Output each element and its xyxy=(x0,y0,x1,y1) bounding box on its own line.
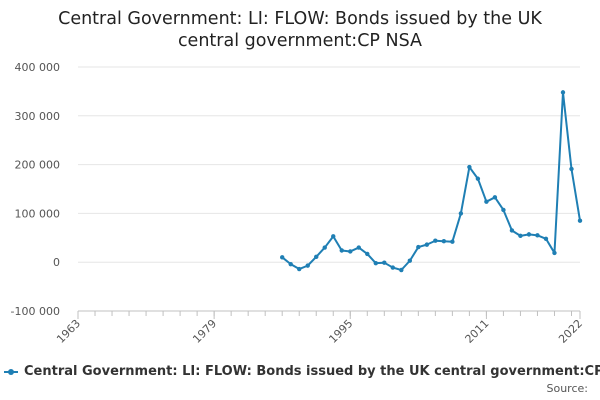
legend[interactable]: Central Government: LI: FLOW: Bonds issu… xyxy=(4,364,600,379)
y-axis: -100 000 0 100 000 200 000 300 000 400 000 xyxy=(11,61,60,318)
x-tick-label: 1963 xyxy=(54,317,83,346)
data-point[interactable] xyxy=(577,218,583,223)
y-tick-label: 0 xyxy=(53,256,60,269)
y-tick-label: 300 000 xyxy=(15,110,61,123)
series-line xyxy=(281,91,581,272)
x-tick-label: 1979 xyxy=(190,317,219,346)
data-point[interactable] xyxy=(356,245,361,250)
data-point[interactable] xyxy=(373,260,378,266)
data-point[interactable] xyxy=(526,232,532,237)
source-label: Source: xyxy=(546,382,589,395)
data-point[interactable] xyxy=(450,239,455,244)
data-point[interactable] xyxy=(475,176,481,181)
chart-title-line-2: central government:CP NSA xyxy=(177,31,423,51)
y-tick-label: 400 000 xyxy=(15,61,61,74)
data-point[interactable] xyxy=(297,266,302,272)
data-point[interactable] xyxy=(280,255,285,260)
series-group xyxy=(280,90,583,273)
data-point[interactable] xyxy=(433,238,438,243)
data-point[interactable] xyxy=(331,234,336,239)
data-point[interactable] xyxy=(441,239,447,244)
chart-title-line-1: Central Government: LI: FLOW: Bonds issu… xyxy=(58,9,542,29)
data-point[interactable] xyxy=(305,263,310,268)
data-point[interactable] xyxy=(535,233,540,238)
data-point[interactable] xyxy=(424,242,430,247)
data-point[interactable] xyxy=(509,228,515,233)
data-point[interactable] xyxy=(390,265,396,270)
y-tick-label: 200 000 xyxy=(15,159,61,172)
data-point[interactable] xyxy=(322,245,327,250)
data-point[interactable] xyxy=(518,233,523,239)
data-point[interactable] xyxy=(407,258,413,263)
data-point[interactable] xyxy=(458,211,464,216)
data-point[interactable] xyxy=(552,250,557,256)
data-point[interactable] xyxy=(484,199,489,204)
data-point[interactable] xyxy=(560,90,566,95)
y-tick-label: 100 000 xyxy=(15,207,61,220)
data-point[interactable] xyxy=(399,267,404,273)
data-point[interactable] xyxy=(314,254,319,260)
legend-label: Central Government: LI: FLOW: Bonds issu… xyxy=(24,364,600,379)
x-axis: 1963 1979 1995 2011 2022 xyxy=(54,310,585,346)
gridlines xyxy=(78,66,580,312)
data-point[interactable] xyxy=(416,244,421,250)
chart-title: Central Government: LI: FLOW: Bonds issu… xyxy=(0,8,600,52)
data-point[interactable] xyxy=(339,248,344,253)
data-point[interactable] xyxy=(501,207,506,213)
data-point[interactable] xyxy=(492,195,498,200)
data-point[interactable] xyxy=(467,164,472,170)
data-point[interactable] xyxy=(569,166,574,172)
x-tick-label: 2011 xyxy=(463,317,492,346)
data-point[interactable] xyxy=(382,260,387,265)
x-tick-label: 2022 xyxy=(556,317,585,346)
data-point[interactable] xyxy=(348,249,353,254)
data-point[interactable] xyxy=(543,236,549,241)
data-point[interactable] xyxy=(365,251,370,257)
data-point[interactable] xyxy=(288,261,293,267)
legend-marker-icon xyxy=(4,367,18,377)
x-tick-label: 1995 xyxy=(326,317,355,346)
y-tick-label: -100 000 xyxy=(11,305,60,318)
